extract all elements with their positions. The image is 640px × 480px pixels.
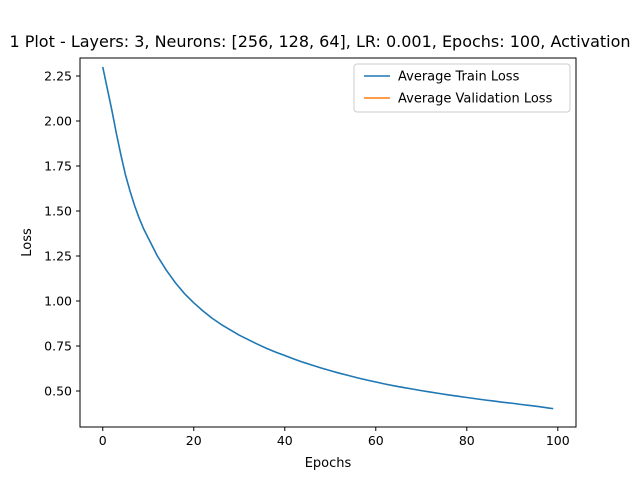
series-line-0 [101, 66, 554, 410]
y-tick-label: 0.50 [44, 384, 72, 399]
axes-frame [79, 57, 577, 428]
y-tick-label: 2.00 [44, 114, 72, 129]
x-tick-label: 0 [99, 433, 107, 448]
y-tick-label: 2.25 [44, 69, 72, 84]
y-tick-label: 0.75 [44, 339, 72, 354]
legend-label-0: Average Train Loss [398, 70, 520, 85]
y-axis-label: Loss [20, 228, 35, 257]
x-tick-label: 20 [186, 433, 202, 448]
y-tick-label: 1.50 [44, 204, 72, 219]
x-tick-label: 100 [546, 433, 570, 448]
x-tick-label: 40 [277, 433, 293, 448]
legend-label-1: Average Validation Loss [398, 92, 553, 107]
x-tick-label: 60 [368, 433, 384, 448]
y-tick-label: 1.75 [44, 159, 72, 174]
x-axis-label: Epochs [305, 456, 352, 471]
legend-box [353, 63, 571, 113]
chart-title: 1 Plot - Layers: 3, Neurons: [256, 128, … [9, 32, 631, 51]
x-tick-label: 80 [459, 433, 475, 448]
y-tick-label: 1.25 [44, 249, 72, 264]
y-tick-label: 1.00 [44, 294, 72, 309]
